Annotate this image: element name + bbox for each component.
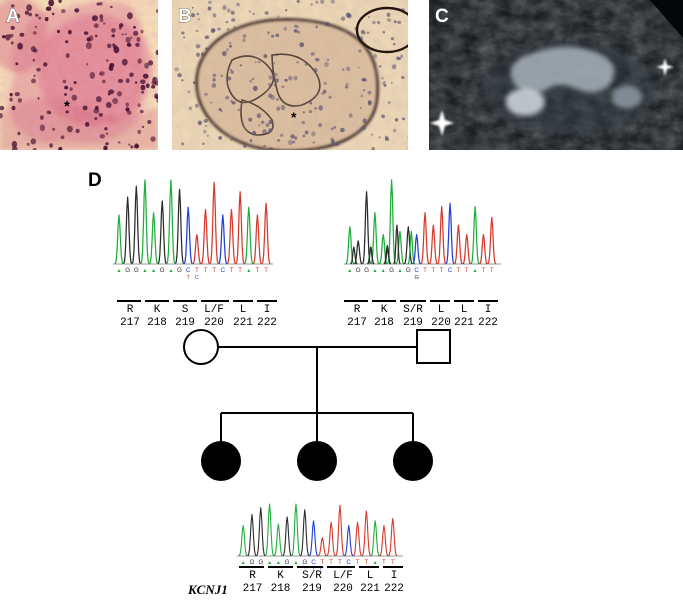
svg-text:G: G bbox=[285, 559, 290, 566]
svg-text:T: T bbox=[356, 559, 360, 566]
svg-text:T: T bbox=[391, 559, 395, 566]
svg-text:T: T bbox=[338, 559, 342, 566]
svg-text:G: G bbox=[258, 559, 263, 566]
svg-text:G: G bbox=[250, 559, 255, 566]
svg-text:T: T bbox=[382, 559, 386, 566]
svg-text:C: C bbox=[346, 559, 351, 566]
svg-text:G: G bbox=[302, 559, 307, 566]
svg-text:T: T bbox=[329, 559, 333, 566]
svg-text:C: C bbox=[311, 559, 316, 566]
svg-text:T: T bbox=[364, 559, 368, 566]
svg-text:T: T bbox=[320, 559, 324, 566]
